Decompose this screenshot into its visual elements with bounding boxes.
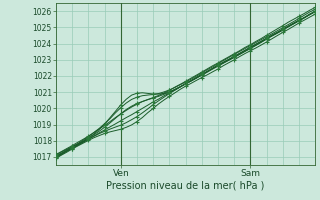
X-axis label: Pression niveau de la mer( hPa ): Pression niveau de la mer( hPa ) — [107, 181, 265, 191]
